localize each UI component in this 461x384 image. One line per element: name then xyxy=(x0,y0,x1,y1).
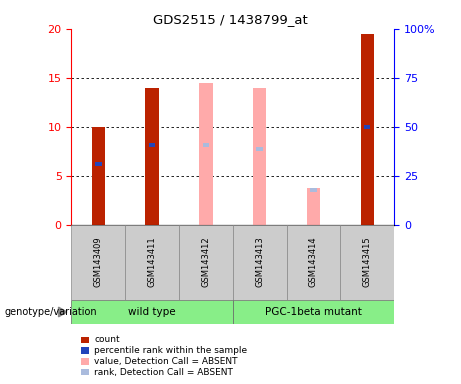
Bar xyxy=(310,189,317,192)
Bar xyxy=(364,125,371,129)
Text: rank, Detection Call = ABSENT: rank, Detection Call = ABSENT xyxy=(94,367,233,377)
Text: value, Detection Call = ABSENT: value, Detection Call = ABSENT xyxy=(94,357,237,366)
Bar xyxy=(253,88,266,225)
Text: GSM143414: GSM143414 xyxy=(309,237,318,287)
Bar xyxy=(307,189,320,225)
Bar xyxy=(233,300,394,324)
Text: percentile rank within the sample: percentile rank within the sample xyxy=(94,346,247,355)
Bar xyxy=(203,143,209,147)
Bar xyxy=(71,300,233,324)
Bar xyxy=(125,225,179,300)
Bar xyxy=(287,225,340,300)
Text: wild type: wild type xyxy=(128,307,176,317)
Text: GSM143413: GSM143413 xyxy=(255,237,264,288)
Bar xyxy=(340,225,394,300)
Text: GSM143412: GSM143412 xyxy=(201,237,210,287)
Bar xyxy=(95,162,101,166)
Bar xyxy=(199,83,213,225)
Bar xyxy=(361,34,374,225)
Text: count: count xyxy=(94,335,120,344)
Text: GSM143411: GSM143411 xyxy=(148,237,157,287)
Bar xyxy=(145,88,159,225)
Bar xyxy=(149,143,155,147)
Polygon shape xyxy=(59,307,67,317)
Bar xyxy=(71,225,125,300)
Bar xyxy=(256,147,263,151)
Bar xyxy=(92,127,105,225)
Text: GSM143409: GSM143409 xyxy=(94,237,103,287)
Text: GDS2515 / 1438799_at: GDS2515 / 1438799_at xyxy=(153,13,308,26)
Text: GSM143415: GSM143415 xyxy=(363,237,372,287)
Text: PGC-1beta mutant: PGC-1beta mutant xyxy=(265,307,362,317)
Bar xyxy=(179,225,233,300)
Bar xyxy=(233,225,287,300)
Text: genotype/variation: genotype/variation xyxy=(5,307,97,317)
